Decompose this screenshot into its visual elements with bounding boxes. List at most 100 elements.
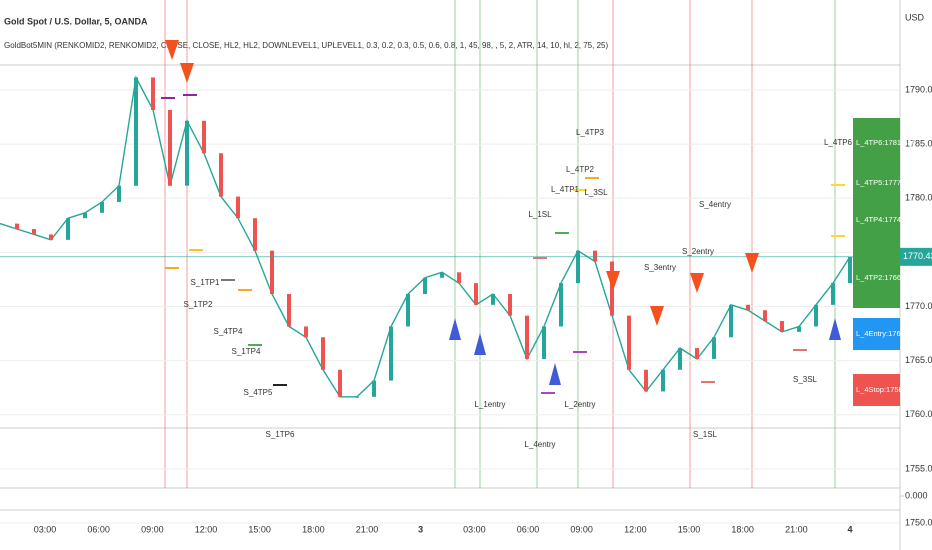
x-tick-label: 09:00 xyxy=(141,524,164,534)
signal-label: L_4TP6 xyxy=(824,138,853,147)
candle xyxy=(236,196,240,219)
buy-arrow xyxy=(474,333,486,355)
candle xyxy=(15,223,19,230)
signal-label: S_1TP4 xyxy=(232,347,261,356)
target-box xyxy=(853,318,900,350)
candle xyxy=(219,153,223,197)
candle xyxy=(49,234,53,240)
signal-label: S_1SL xyxy=(693,430,718,439)
candle xyxy=(32,229,36,235)
candle xyxy=(389,326,393,381)
candle xyxy=(491,293,495,305)
x-tick-label: 12:00 xyxy=(624,524,647,534)
signal-label: S_1TP2 xyxy=(184,300,213,309)
candle xyxy=(678,348,682,370)
x-tick-label: 06:00 xyxy=(517,524,540,534)
candle xyxy=(338,369,342,397)
candle xyxy=(287,293,291,327)
candle xyxy=(168,109,172,186)
price-label-bg xyxy=(900,247,932,266)
candle xyxy=(559,283,563,327)
x-tick-label: 4 xyxy=(847,524,852,534)
candle xyxy=(474,283,478,305)
x-tick-label: 18:00 xyxy=(731,524,754,534)
candle xyxy=(253,218,257,251)
buy-arrow xyxy=(549,363,561,385)
candle xyxy=(848,256,852,284)
candle xyxy=(66,218,70,240)
candle xyxy=(712,337,716,359)
candle xyxy=(117,185,121,202)
x-tick-label: 18:00 xyxy=(302,524,325,534)
y-tick-label: 1750.000 xyxy=(905,517,932,527)
chart-title: Gold Spot / U.S. Dollar, 5, OANDA xyxy=(4,16,148,26)
candle xyxy=(100,201,104,213)
signal-label: S_3entry xyxy=(644,263,676,272)
candle xyxy=(372,380,376,397)
sell-arrow xyxy=(690,273,704,293)
y-tick-label: 0.000 xyxy=(905,490,928,500)
signal-label: S_1TP1 xyxy=(191,278,220,287)
candle xyxy=(593,250,597,262)
sell-arrow xyxy=(745,253,759,273)
candle xyxy=(780,321,784,332)
candle xyxy=(151,77,155,110)
x-tick-label: 03:00 xyxy=(463,524,486,534)
target-box xyxy=(853,127,900,159)
x-tick-label: 12:00 xyxy=(195,524,218,534)
x-tick-label: 03:00 xyxy=(34,524,57,534)
candle xyxy=(695,348,699,359)
candle xyxy=(763,310,767,322)
signal-label: L_4entry xyxy=(524,440,555,449)
y-tick-label: 1770.000 xyxy=(905,301,932,311)
signal-label: S_4TP4 xyxy=(214,327,243,336)
signal-label: L_4TP2 xyxy=(566,165,595,174)
candle xyxy=(202,120,206,154)
x-tick-label: 21:00 xyxy=(785,524,808,534)
axis-label: USD xyxy=(905,12,925,22)
sell-arrow xyxy=(180,63,194,83)
signal-label: L_1entry xyxy=(474,400,505,409)
buy-arrow xyxy=(449,318,461,340)
candle xyxy=(83,212,87,219)
target-label: L_4TP2:1766.66 xyxy=(856,273,911,282)
signal-label: L_4TP1 xyxy=(551,185,580,194)
sell-arrow xyxy=(606,271,620,291)
y-tick-label: 1790.000 xyxy=(905,84,932,94)
x-tick-label: 3 xyxy=(418,524,423,534)
signal-label: L_4TP3 xyxy=(576,128,605,137)
signal-label: L_2entry xyxy=(564,400,595,409)
signal-label: L_3SL xyxy=(584,188,608,197)
target-box xyxy=(853,374,900,406)
target-box xyxy=(853,262,900,294)
candle xyxy=(814,304,818,327)
candle xyxy=(355,396,359,398)
y-tick-label: 1780.000 xyxy=(905,193,932,203)
y-tick-label: 1760.000 xyxy=(905,409,932,419)
candle xyxy=(134,77,138,186)
signal-label: S_4entry xyxy=(699,200,731,209)
target-box xyxy=(853,167,900,199)
y-tick-label: 1785.000 xyxy=(905,139,932,149)
candle xyxy=(185,120,189,186)
signal-label: S_3SL xyxy=(793,375,818,384)
x-tick-label: 15:00 xyxy=(678,524,701,534)
target-label: L_4TP6:1781.236 xyxy=(856,138,916,147)
candle xyxy=(321,337,325,370)
candle xyxy=(542,326,546,359)
sell-arrow xyxy=(650,306,664,326)
candle xyxy=(508,293,512,316)
candle xyxy=(304,326,308,338)
price-label: 1770.430 xyxy=(903,251,932,261)
sell-arrow xyxy=(165,40,179,60)
candle xyxy=(610,261,614,316)
candle xyxy=(746,304,750,311)
indicator-label: GoldBot5MIN (RENKOMID2, RENKOMID2, CLOSE… xyxy=(4,41,608,50)
target-label: L_4TP4:1774.18 xyxy=(856,215,911,224)
candle xyxy=(406,293,410,327)
target-label: L_4TP5:1777.7 xyxy=(856,178,907,187)
signal-label: L_1SL xyxy=(528,210,552,219)
target-label: L_4Stop:1758.51 xyxy=(856,385,913,394)
